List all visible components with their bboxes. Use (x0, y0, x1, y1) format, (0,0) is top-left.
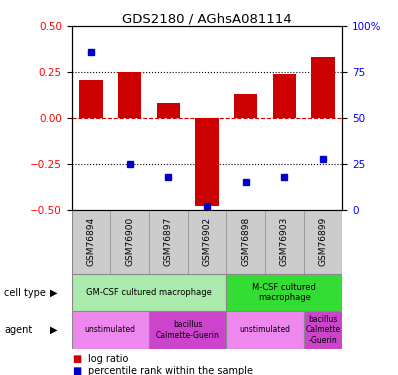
Text: ▶: ▶ (50, 325, 57, 335)
Text: percentile rank within the sample: percentile rank within the sample (88, 366, 253, 375)
Text: GSM76897: GSM76897 (164, 217, 173, 267)
Text: agent: agent (4, 325, 32, 335)
Text: GSM76902: GSM76902 (203, 217, 211, 266)
Bar (273, 74, 296, 118)
Text: ▶: ▶ (50, 288, 57, 297)
Bar (157, 104, 180, 118)
Bar (149, 311, 226, 349)
Title: GDS2180 / AGhsA081114: GDS2180 / AGhsA081114 (122, 12, 292, 25)
Text: unstimulated: unstimulated (85, 326, 136, 334)
Bar (311, 57, 335, 118)
Text: GSM76899: GSM76899 (318, 217, 328, 267)
Text: ■: ■ (72, 366, 81, 375)
Bar (72, 274, 226, 311)
Text: M-CSF cultured
macrophage: M-CSF cultured macrophage (252, 283, 316, 302)
Text: bacillus
Calmette
-Guerin: bacillus Calmette -Guerin (305, 315, 341, 345)
Bar (79, 80, 103, 118)
Text: cell type: cell type (4, 288, 46, 297)
Bar (118, 72, 141, 118)
Text: ■: ■ (72, 354, 81, 364)
Bar (195, 118, 219, 206)
Text: GSM76903: GSM76903 (280, 217, 289, 267)
Text: GSM76894: GSM76894 (86, 217, 96, 266)
Bar (72, 311, 149, 349)
Text: GSM76898: GSM76898 (241, 217, 250, 267)
Text: GM-CSF cultured macrophage: GM-CSF cultured macrophage (86, 288, 212, 297)
Text: GSM76900: GSM76900 (125, 217, 134, 267)
Bar (226, 274, 342, 311)
Bar (226, 311, 304, 349)
Bar (234, 94, 257, 118)
Text: log ratio: log ratio (88, 354, 128, 364)
Text: unstimulated: unstimulated (240, 326, 291, 334)
Text: bacillus
Calmette-Guerin: bacillus Calmette-Guerin (156, 320, 220, 340)
Bar (304, 311, 342, 349)
